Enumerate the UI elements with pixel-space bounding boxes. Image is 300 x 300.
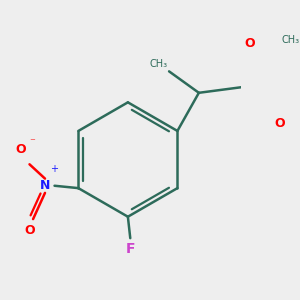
Text: CH₃: CH₃ xyxy=(281,35,299,45)
Text: O: O xyxy=(245,37,255,50)
Text: +: + xyxy=(50,164,59,174)
Text: O: O xyxy=(24,224,35,237)
Text: O: O xyxy=(274,117,284,130)
Text: CH₃: CH₃ xyxy=(150,59,168,69)
Text: N: N xyxy=(40,179,50,192)
Text: ⁻: ⁻ xyxy=(29,138,35,148)
Text: O: O xyxy=(16,143,26,156)
Text: F: F xyxy=(125,242,135,256)
